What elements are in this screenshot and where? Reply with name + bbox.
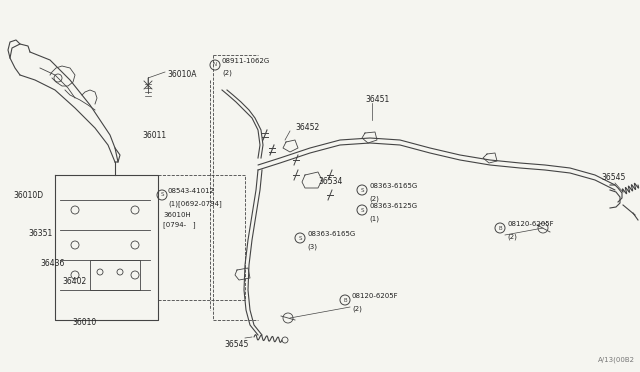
Text: (2): (2) xyxy=(369,195,379,202)
Text: 36351: 36351 xyxy=(28,228,52,237)
Text: 08120-6205F: 08120-6205F xyxy=(352,293,399,299)
Text: N: N xyxy=(213,62,217,67)
Text: 36451: 36451 xyxy=(365,96,389,105)
Text: 36402: 36402 xyxy=(62,276,86,285)
Text: B: B xyxy=(498,225,502,231)
Text: 36010D: 36010D xyxy=(13,190,43,199)
Text: A/13(00B2: A/13(00B2 xyxy=(598,357,635,363)
Text: (3): (3) xyxy=(307,243,317,250)
Text: 36545: 36545 xyxy=(601,173,625,183)
Text: (1)[0692-0794]: (1)[0692-0794] xyxy=(168,200,221,207)
Text: 36010H: 36010H xyxy=(163,212,191,218)
Text: 08363-6165G: 08363-6165G xyxy=(369,183,417,189)
Text: B: B xyxy=(343,298,347,302)
Text: S: S xyxy=(360,208,364,212)
Text: 36010A: 36010A xyxy=(167,70,196,79)
Text: 36545: 36545 xyxy=(224,340,248,349)
Text: (2): (2) xyxy=(352,305,362,311)
Text: S: S xyxy=(360,187,364,192)
Text: 08543-41012: 08543-41012 xyxy=(168,188,215,194)
Text: (2): (2) xyxy=(222,70,232,77)
Text: 08363-6165G: 08363-6165G xyxy=(307,231,355,237)
Text: 08363-6125G: 08363-6125G xyxy=(369,203,417,209)
Text: (1): (1) xyxy=(369,215,379,221)
Text: [0794-   ]: [0794- ] xyxy=(163,222,196,228)
Text: 36436: 36436 xyxy=(40,259,65,267)
Text: 08911-1062G: 08911-1062G xyxy=(222,58,270,64)
Text: S: S xyxy=(298,235,301,241)
Text: S: S xyxy=(160,192,164,198)
Text: 36011: 36011 xyxy=(142,131,166,140)
Text: 08120-6205F: 08120-6205F xyxy=(507,221,554,227)
Bar xyxy=(90,260,140,290)
Text: 36534: 36534 xyxy=(318,176,342,186)
Text: 36452: 36452 xyxy=(295,124,319,132)
Text: (2): (2) xyxy=(507,233,517,240)
Text: 36010: 36010 xyxy=(73,318,97,327)
